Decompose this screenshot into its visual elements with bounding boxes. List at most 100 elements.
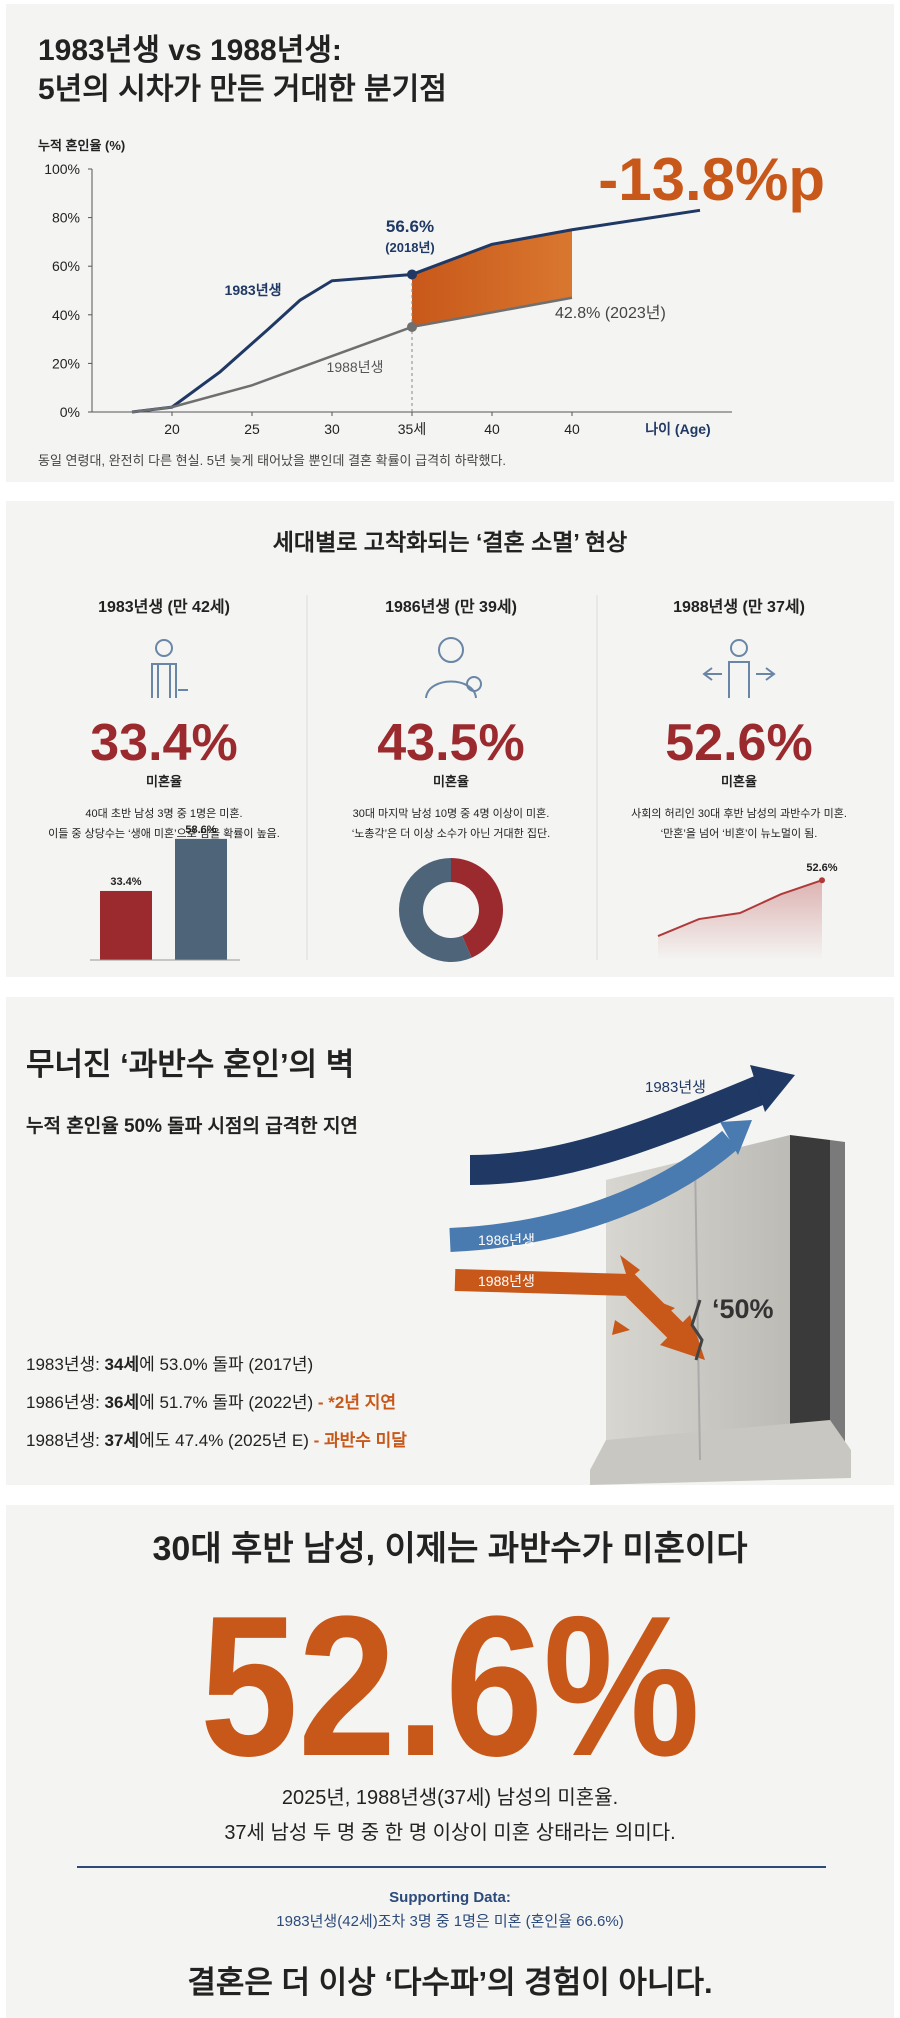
subtitle: 누적 혼인율 50% 돌파 시점의 급격한 지연 [26, 1114, 358, 1137]
wall-illustration [449, 1065, 851, 1485]
fact-part: 36세 [105, 1393, 140, 1412]
rate: 52.6% [665, 714, 812, 772]
rate: 43.5% [377, 714, 524, 772]
icon [702, 661, 776, 698]
caption: 동일 연령대, 완전히 다른 현실. 5년 늦게 태어났을 뿐인데 결혼 확률이… [38, 453, 506, 468]
peak-label: 56.6% [386, 217, 434, 236]
arrow-1986 [449, 1130, 738, 1252]
desc: 2025년, 1988년생(37세) 남성의 미혼율. [282, 1786, 618, 1809]
gap-area [412, 229, 572, 327]
column-heading: 1986년생 (만 39세) [385, 597, 517, 616]
series-line [131, 296, 573, 414]
shard [620, 1255, 640, 1280]
series-label: 1988년생 [327, 359, 384, 375]
x-tick-label: 35세 [398, 421, 426, 437]
y-tick-label: 100% [44, 161, 80, 177]
fact-part: 37세 [105, 1431, 140, 1450]
crack [690, 1299, 704, 1361]
wall-side [790, 1135, 830, 1450]
arrowhead [750, 1065, 795, 1112]
bar-label: 58.6% [185, 824, 216, 836]
fact-part: 1983년생: [26, 1355, 105, 1374]
desc: 사회의 허리인 30대 후반 남성의 과반수가 미혼. [631, 807, 847, 820]
point [407, 321, 417, 332]
icon [151, 663, 188, 698]
y-axis-label: 누적 혼인율 (%) [38, 138, 125, 153]
fact: 1988년생: 37세에도 47.4% (2025년 E) - 과반수 미달 [26, 1430, 407, 1450]
shard [655, 1300, 675, 1318]
wall-label: ‘50% [712, 1294, 774, 1324]
title: 5년의 시차가 만든 거대한 분기점 [38, 73, 447, 106]
desc: 40대 초반 남성 3명 중 1명은 미혼. [85, 807, 242, 820]
end-label: 42.8% (2023년) [555, 304, 666, 322]
charts: 0% 20% 40% 60% 80% 100% 20 25 30 35세 40 40 33.4% 58.6… [44, 161, 838, 962]
columns: 1983년생 (만 42세) 1986년생 (만 39세) 1988년생 (만 … [48, 597, 847, 840]
panel-bg [6, 4, 894, 482]
x-tick-label: 25 [244, 421, 260, 437]
point [819, 877, 825, 884]
fact-part: 에 51.7% 돌파 (2022년) [139, 1393, 313, 1412]
panel-bg [6, 501, 894, 977]
x-tick-label: 30 [324, 421, 340, 437]
bar-label: 33.4% [110, 876, 141, 888]
support-title: Supporting Data: [389, 1889, 511, 1906]
section-title: 세대별로 고착화되는 ‘결혼 소멸’ 현상 [273, 529, 627, 555]
fact-part: 34세 [105, 1355, 140, 1374]
x-axis-label: 나이 (Age) [645, 421, 710, 437]
icon [466, 676, 482, 692]
rate-label: 미혼율 [721, 774, 757, 789]
fact: 1983년생: 34세에 53.0% 돌파 (2017년) [26, 1355, 313, 1374]
icon [425, 680, 477, 699]
conclusion: 결혼은 더 이상 ‘다수파’의 경험이 아니다. [187, 1965, 712, 2000]
icon [155, 639, 173, 657]
column-heading: 1983년생 (만 42세) [98, 597, 230, 616]
desc: 30대 마지막 남성 10명 중 4명 이상이 미혼. [353, 807, 550, 820]
donut-segment [451, 858, 504, 958]
series-line [131, 208, 701, 414]
section-title: 무너진 ‘과반수 혼인’의 벽 [26, 1047, 354, 1082]
fact-part: - 과반수 미달 [309, 1430, 407, 1450]
big-number: 52.6% [200, 1575, 700, 1798]
mini-line [657, 879, 823, 937]
wall-base [590, 1420, 851, 1485]
arrowhead [720, 1120, 752, 1155]
section-title: 30대 후반 남성, 이제는 과반수가 미혼이다 [153, 1530, 748, 1568]
desc: 37세 남성 두 명 중 한 명 이상이 미혼 상태라는 의미다. [224, 1821, 675, 1844]
rate: 33.4% [90, 714, 237, 772]
fact-part: 1986년생: [26, 1393, 105, 1412]
wall-edge [830, 1140, 845, 1452]
y-tick-label: 80% [52, 210, 80, 226]
y-tick-label: 0% [60, 404, 80, 420]
support-text: 1983년생(42세)조차 3명 중 1명은 미혼 (혼인율 66.6%) [276, 1913, 623, 1930]
icon [438, 637, 464, 663]
shard [612, 1320, 630, 1335]
area [658, 880, 822, 960]
bar [175, 838, 227, 960]
x-tick-label: 20 [164, 421, 180, 437]
donut-segment [399, 858, 472, 962]
fact-part: 에도 47.4% (2025년 E) [139, 1431, 309, 1450]
desc: 이들 중 상당수는 ‘생애 미혼’으로 남을 확률이 높음. [48, 827, 280, 840]
arrow-1988 [454, 1269, 688, 1343]
y-tick-label: 20% [52, 355, 80, 371]
peak-year: (2018년) [385, 240, 435, 255]
arrow-1983 [469, 1076, 766, 1185]
point [407, 269, 417, 280]
point-label: 52.6% [806, 862, 837, 874]
y-tick-label: 60% [52, 258, 80, 274]
panel-bg [6, 1505, 894, 2018]
bar [100, 890, 152, 960]
fact-part: - *2년 지연 [313, 1393, 396, 1412]
rate-label: 미혼율 [146, 774, 182, 789]
x-tick-label: 40 [484, 421, 500, 437]
gap-label: -13.8%p [598, 146, 825, 213]
fact: 1986년생: 36세에 51.7% 돌파 (2022년) - *2년 지연 [26, 1393, 396, 1412]
desc: ‘노총각’은 더 이상 소수가 아닌 거대한 집단. [352, 827, 550, 840]
arrow-label: 1986년생 [478, 1232, 535, 1248]
desc: ‘만혼’을 넘어 ‘비혼’이 뉴노멀이 됨. [661, 827, 818, 840]
fact-part: 에 53.0% 돌파 (2017년) [139, 1355, 313, 1374]
icons [151, 637, 776, 699]
x-tick-label: 40 [564, 421, 580, 437]
